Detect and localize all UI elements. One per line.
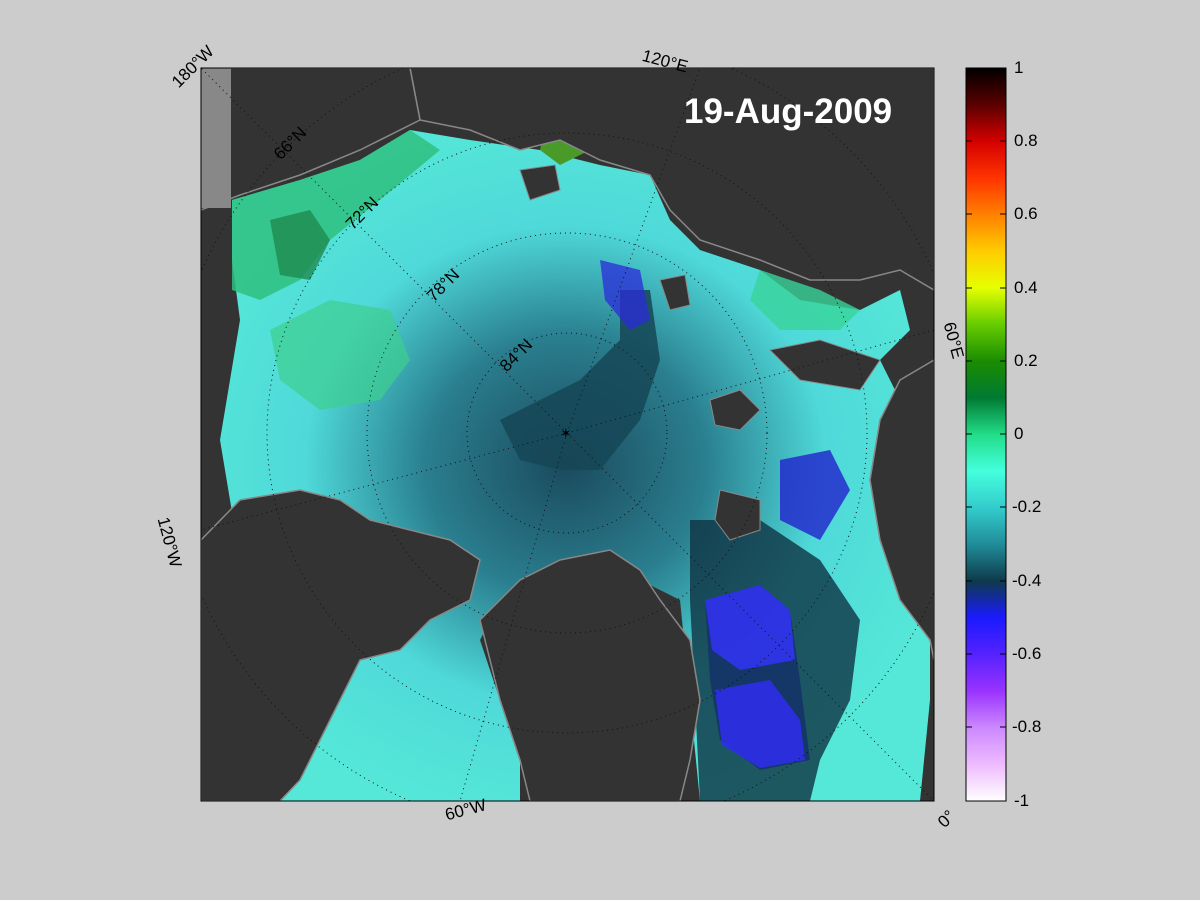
- green-region-3: [270, 210, 330, 280]
- colorbar: [965, 67, 1007, 802]
- siberia: [409, 68, 934, 291]
- colorbar-label: -0.6: [1012, 644, 1042, 663]
- blue-region-4: [705, 585, 795, 670]
- blue-region-5: [715, 680, 805, 768]
- dark-interior: [500, 290, 660, 470]
- svalbard: [709, 389, 761, 431]
- land-edge-strip: [201, 68, 231, 208]
- colorbar-label: 0: [1014, 424, 1024, 443]
- lat-circle-78: [366, 232, 768, 634]
- franz-josef-land: [714, 489, 761, 541]
- severnaya-zemlya: [659, 274, 691, 311]
- canadian-archipelago: [201, 489, 481, 801]
- map-area: ✶: [201, 68, 934, 801]
- blue-region-3: [780, 450, 850, 540]
- colorbar-label: -0.8: [1012, 717, 1042, 736]
- colorbar-label: -0.2: [1012, 497, 1042, 516]
- colorbar-label: 0.8: [1014, 131, 1038, 150]
- novaya-zemlya: [768, 339, 881, 391]
- blue-region-1: [600, 260, 650, 330]
- colorbar-ticks: [966, 140, 1006, 728]
- new-siberian-islands: [519, 164, 561, 201]
- colorbar-label: 0.6: [1014, 204, 1038, 223]
- green-region-4: [750, 270, 860, 330]
- colorbar-label: -1: [1014, 791, 1030, 810]
- scandinavia: [869, 359, 934, 661]
- lat-circle-72: [266, 132, 868, 734]
- longitude-grid: [201, 68, 934, 801]
- colorbar-label: 0.2: [1014, 351, 1038, 370]
- latitude-grid: [201, 68, 934, 801]
- pole-marker: ✶: [560, 426, 572, 442]
- green-region-2: [270, 300, 410, 410]
- lat-circle-84: [466, 332, 668, 534]
- greenland: [479, 549, 701, 801]
- colorbar-label: 1: [1014, 58, 1024, 77]
- colorbar-label: -0.4: [1012, 571, 1042, 590]
- date-label: 19-Aug-2009: [684, 92, 893, 131]
- map-frame: [200, 67, 935, 802]
- colorbar-label: 0.4: [1014, 278, 1038, 297]
